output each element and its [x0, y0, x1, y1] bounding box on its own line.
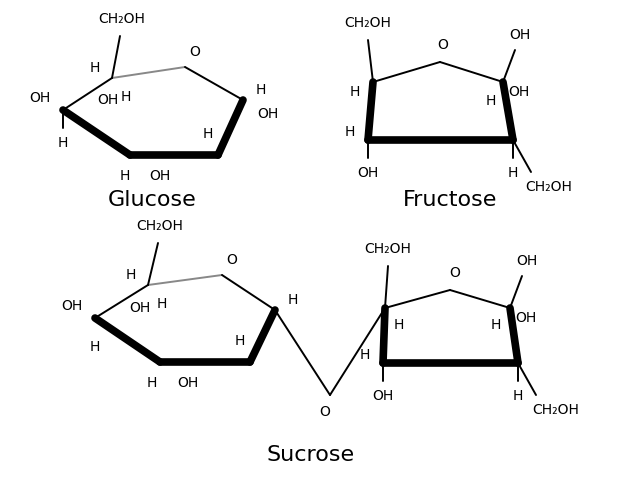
- Text: OH: OH: [98, 93, 119, 107]
- Text: H: H: [513, 389, 523, 403]
- Text: H: H: [235, 334, 245, 348]
- Text: CH₂OH: CH₂OH: [345, 16, 391, 30]
- Text: H: H: [147, 376, 157, 390]
- Text: OH: OH: [257, 107, 278, 121]
- Text: H: H: [350, 85, 360, 99]
- Text: H: H: [508, 166, 518, 180]
- Text: H: H: [491, 318, 501, 332]
- Text: H: H: [345, 125, 355, 139]
- Text: OH: OH: [509, 28, 531, 42]
- Text: H: H: [157, 297, 167, 311]
- Text: OH: OH: [516, 254, 537, 268]
- Text: OH: OH: [515, 311, 536, 325]
- Text: H: H: [120, 169, 130, 183]
- Text: OH: OH: [508, 85, 529, 99]
- Text: H: H: [90, 340, 100, 354]
- Text: OH: OH: [149, 169, 170, 183]
- Text: O: O: [190, 45, 200, 59]
- Text: OH: OH: [373, 389, 394, 403]
- Text: O: O: [226, 253, 238, 267]
- Text: O: O: [437, 38, 448, 52]
- Text: OH: OH: [62, 299, 83, 313]
- Text: OH: OH: [129, 301, 151, 315]
- Text: H: H: [256, 83, 266, 97]
- Text: OH: OH: [177, 376, 198, 390]
- Text: O: O: [450, 266, 460, 280]
- Text: Fructose: Fructose: [403, 190, 497, 210]
- Text: CH₂OH: CH₂OH: [532, 403, 580, 417]
- Text: H: H: [58, 136, 68, 150]
- Text: H: H: [360, 348, 370, 362]
- Text: CH₂OH: CH₂OH: [137, 219, 183, 233]
- Text: OH: OH: [358, 166, 379, 180]
- Text: H: H: [121, 90, 131, 104]
- Text: H: H: [90, 61, 100, 75]
- Text: H: H: [203, 127, 213, 141]
- Text: Glucose: Glucose: [108, 190, 197, 210]
- Text: CH₂OH: CH₂OH: [364, 242, 411, 256]
- Text: H: H: [486, 94, 496, 108]
- Text: CH₂OH: CH₂OH: [98, 12, 146, 26]
- Text: H: H: [126, 268, 136, 282]
- Text: OH: OH: [30, 91, 51, 105]
- Text: O: O: [320, 405, 330, 419]
- Text: CH₂OH: CH₂OH: [526, 180, 572, 194]
- Text: Sucrose: Sucrose: [267, 445, 355, 465]
- Text: H: H: [394, 318, 404, 332]
- Text: H: H: [288, 293, 299, 307]
